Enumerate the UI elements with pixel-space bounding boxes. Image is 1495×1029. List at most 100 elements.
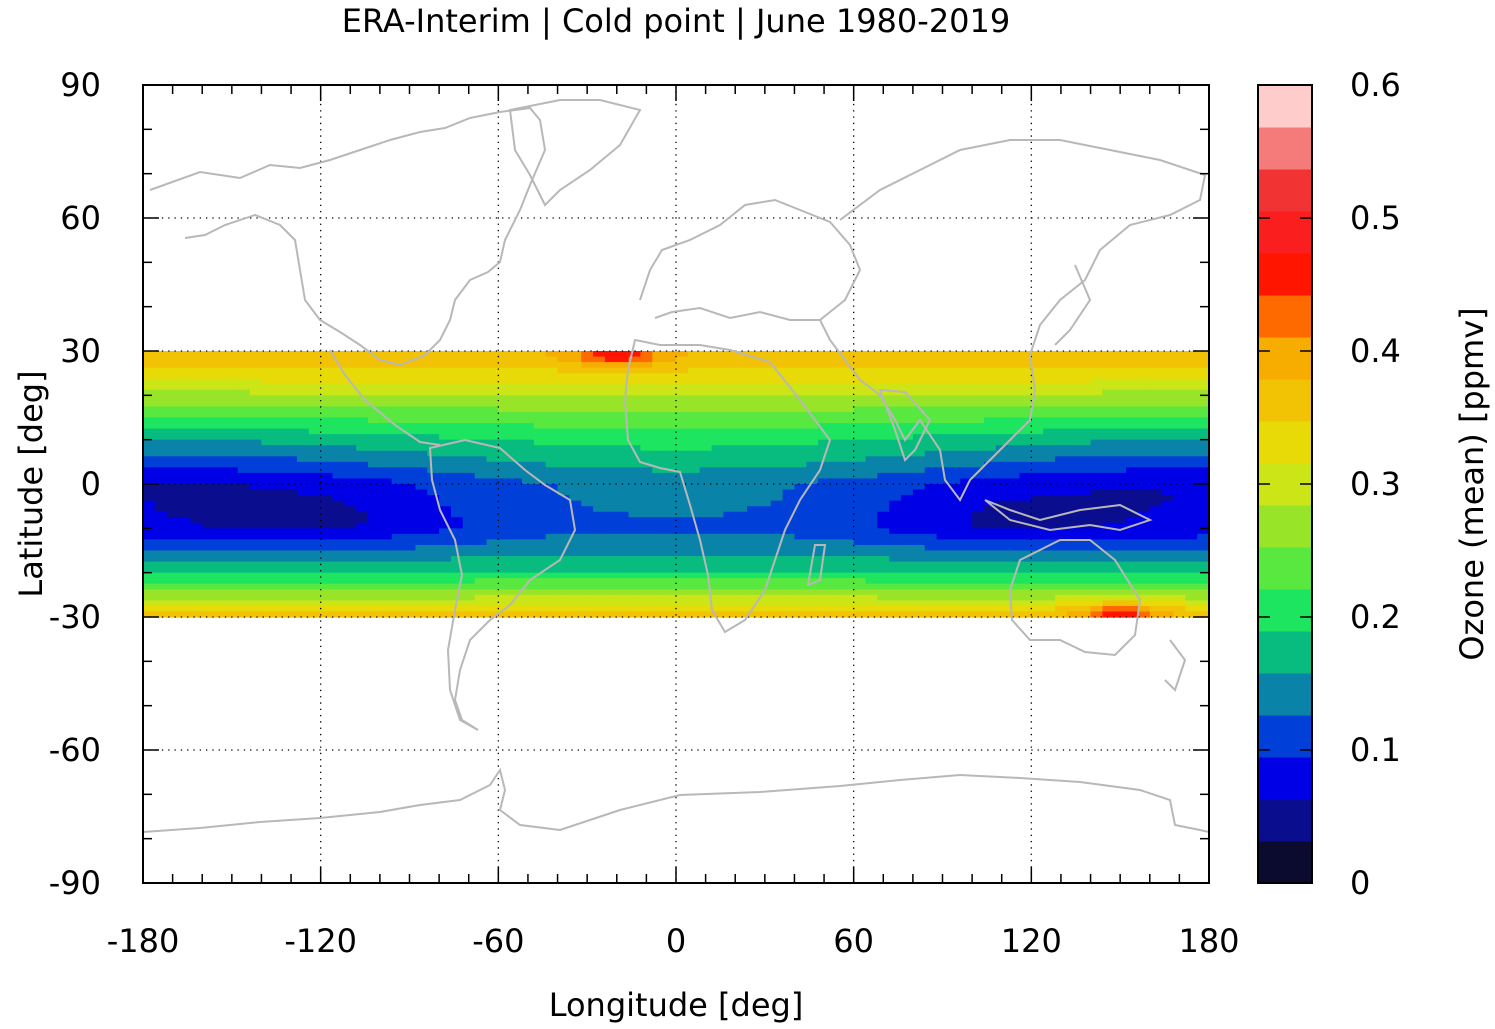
heatmap-cell xyxy=(747,439,760,446)
heatmap-cell xyxy=(853,578,867,585)
heatmap-cell xyxy=(1055,395,1068,402)
heatmap-cell xyxy=(1173,373,1186,380)
heatmap-cell xyxy=(439,400,452,408)
heatmap-cell xyxy=(841,373,855,380)
heatmap-cell xyxy=(699,434,713,441)
heatmap-cell xyxy=(273,384,286,391)
heatmap-cell xyxy=(664,389,677,396)
heatmap-cell xyxy=(154,484,168,491)
heatmap-cell xyxy=(829,472,843,480)
heatmap-cell xyxy=(214,567,227,574)
heatmap-cell xyxy=(285,378,298,385)
heatmap-cell xyxy=(877,539,890,546)
heatmap-cell xyxy=(190,583,203,590)
heatmap-cell xyxy=(865,351,878,358)
heatmap-cell xyxy=(273,439,286,446)
heatmap-cell xyxy=(948,461,961,468)
colorbar-swatch xyxy=(1258,715,1312,758)
heatmap-cell xyxy=(510,605,523,613)
heatmap-cell xyxy=(1197,517,1209,524)
heatmap-cell xyxy=(557,533,570,541)
heatmap-cell xyxy=(877,511,890,518)
heatmap-cell xyxy=(1066,500,1080,507)
heatmap-cell xyxy=(806,484,819,491)
heatmap-cell xyxy=(368,539,381,546)
heatmap-cell xyxy=(249,417,263,424)
heatmap-cell xyxy=(604,528,618,535)
south-america-outline xyxy=(428,438,577,731)
heatmap-cell xyxy=(1102,544,1115,552)
heatmap-cell xyxy=(332,578,345,585)
heatmap-cell xyxy=(1149,367,1163,374)
heatmap-cell xyxy=(1066,594,1080,601)
heatmap-cell xyxy=(1185,511,1198,518)
heatmap-cell xyxy=(853,533,867,541)
heatmap-cell xyxy=(841,528,855,535)
heatmap-cell xyxy=(332,522,345,529)
heatmap-cell xyxy=(474,567,488,574)
heatmap-cell xyxy=(344,578,357,585)
heatmap-cell xyxy=(237,423,251,430)
heatmap-cell xyxy=(841,544,855,552)
heatmap-cell xyxy=(474,517,488,524)
heatmap-cell xyxy=(1043,484,1056,491)
heatmap-cell xyxy=(983,539,997,546)
heatmap-cell xyxy=(699,572,713,579)
heatmap-cell xyxy=(640,423,653,430)
heatmap-cell xyxy=(403,406,417,413)
heatmap-cell xyxy=(770,450,784,457)
heatmap-cell xyxy=(758,611,772,618)
heatmap-cell xyxy=(1066,450,1080,457)
heatmap-cell xyxy=(545,556,559,563)
x-tick-label: 120 xyxy=(1001,922,1062,960)
heatmap-cell xyxy=(190,417,203,424)
heatmap-cell xyxy=(912,539,926,546)
heatmap-cell xyxy=(1185,434,1198,441)
heatmap-cell xyxy=(1161,522,1175,529)
heatmap-cell xyxy=(664,561,677,568)
heatmap-cell xyxy=(1090,417,1103,424)
heatmap-cell xyxy=(486,389,499,396)
heatmap-cell xyxy=(237,411,251,419)
heatmap-cell xyxy=(723,506,736,513)
heatmap-cell xyxy=(533,489,547,496)
heatmap-cell xyxy=(190,589,203,596)
heatmap-cell xyxy=(486,600,499,607)
heatmap-cell xyxy=(486,522,499,529)
heatmap-cell xyxy=(143,517,156,524)
heatmap-cell xyxy=(1078,556,1092,563)
heatmap-cell xyxy=(249,517,263,524)
heatmap-cell xyxy=(782,478,796,485)
heatmap-cell xyxy=(960,389,973,396)
heatmap-cell xyxy=(368,600,381,607)
heatmap-cell xyxy=(972,400,985,408)
heatmap-cell xyxy=(332,351,345,358)
heatmap-cell xyxy=(995,533,1009,541)
heatmap-cell xyxy=(403,511,417,518)
heatmap-cell xyxy=(1149,472,1163,480)
heatmap-cell xyxy=(912,367,926,374)
heatmap-cell xyxy=(604,578,618,585)
heatmap-cell xyxy=(462,556,476,563)
heatmap-cell xyxy=(983,561,997,568)
heatmap-cell xyxy=(450,539,464,546)
heatmap-cell xyxy=(770,484,784,491)
heatmap-cell xyxy=(368,478,381,485)
heatmap-cell xyxy=(403,445,417,452)
heatmap-cell xyxy=(344,450,357,457)
heatmap-cell xyxy=(983,522,997,529)
heatmap-cell xyxy=(1161,611,1175,618)
heatmap-cell xyxy=(1197,395,1209,402)
heatmap-cell xyxy=(202,550,215,557)
heatmap-cell xyxy=(498,478,511,485)
heatmap-cell xyxy=(948,428,961,435)
heatmap-cell xyxy=(522,572,535,579)
heatmap-cell xyxy=(510,583,523,590)
heatmap-cell xyxy=(687,589,701,596)
heatmap-cell xyxy=(261,489,274,496)
heatmap-cell xyxy=(841,439,855,446)
heatmap-cell xyxy=(296,600,310,607)
heatmap-cell xyxy=(664,572,677,579)
heatmap-cell xyxy=(1055,605,1068,613)
heatmap-cell xyxy=(320,567,334,574)
